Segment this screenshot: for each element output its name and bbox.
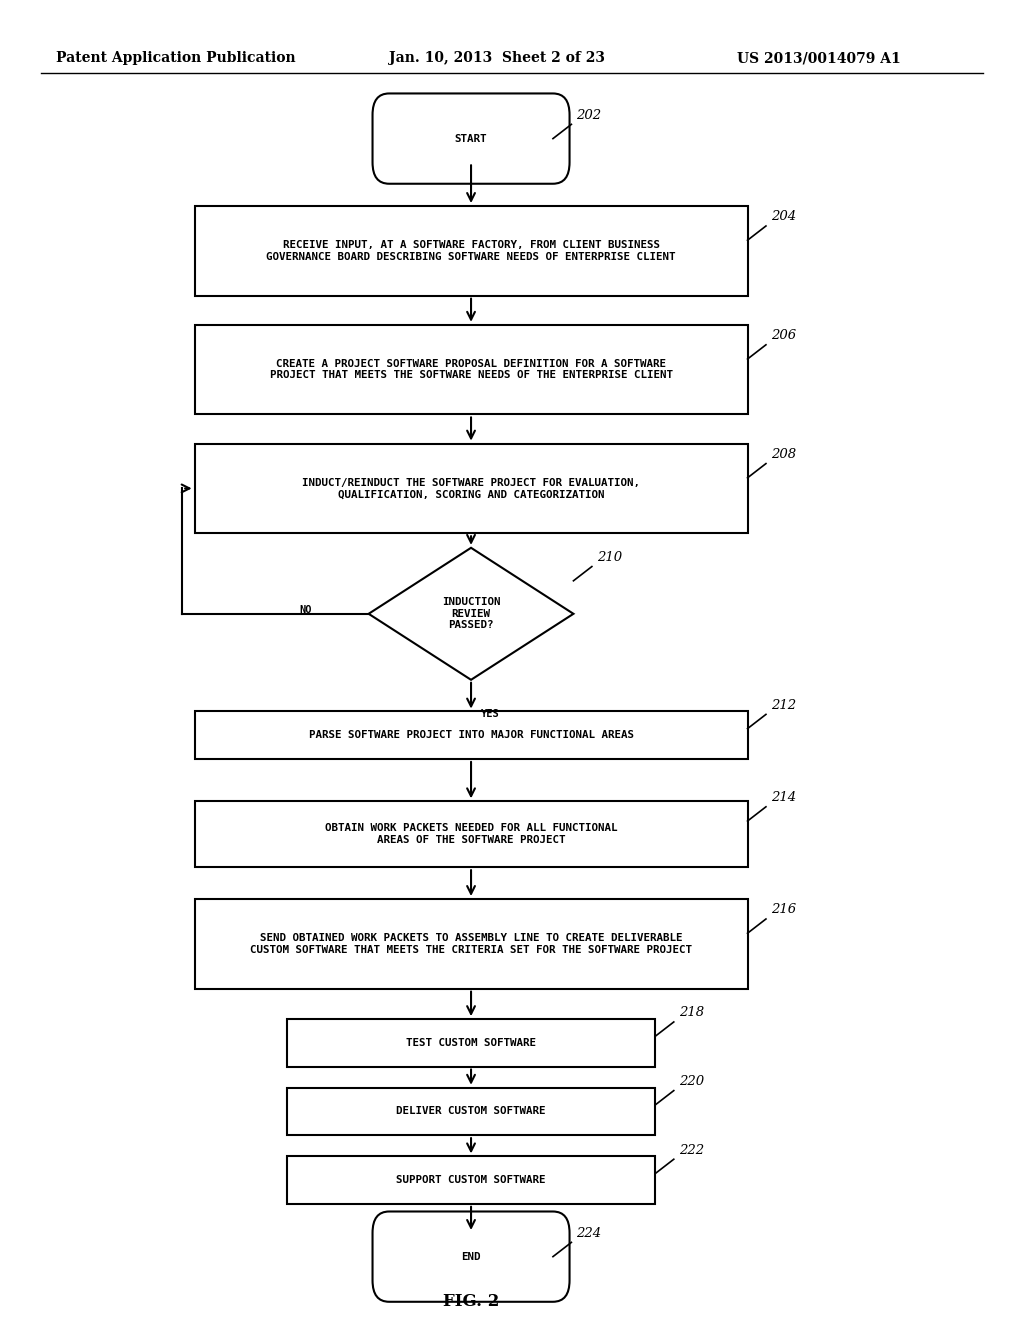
FancyBboxPatch shape [373, 1212, 569, 1302]
Bar [195, 801, 748, 867]
Text: SEND OBTAINED WORK PACKETS TO ASSEMBLY LINE TO CREATE DELIVERABLE
CUSTOM SOFTWAR: SEND OBTAINED WORK PACKETS TO ASSEMBLY L… [250, 933, 692, 954]
Text: 208: 208 [771, 447, 797, 461]
Bar [287, 1156, 655, 1204]
Text: FIG. 2: FIG. 2 [442, 1294, 500, 1309]
Text: 210: 210 [597, 550, 623, 564]
FancyBboxPatch shape [373, 94, 569, 183]
Text: 204: 204 [771, 210, 797, 223]
Bar [195, 444, 748, 533]
Text: Patent Application Publication: Patent Application Publication [56, 51, 296, 65]
Bar [195, 206, 748, 296]
Text: START: START [455, 133, 487, 144]
Text: OBTAIN WORK PACKETS NEEDED FOR ALL FUNCTIONAL
AREAS OF THE SOFTWARE PROJECT: OBTAIN WORK PACKETS NEEDED FOR ALL FUNCT… [325, 824, 617, 845]
Text: 222: 222 [679, 1143, 705, 1156]
Text: PARSE SOFTWARE PROJECT INTO MAJOR FUNCTIONAL AREAS: PARSE SOFTWARE PROJECT INTO MAJOR FUNCTI… [308, 730, 634, 741]
Text: CREATE A PROJECT SOFTWARE PROPOSAL DEFINITION FOR A SOFTWARE
PROJECT THAT MEETS : CREATE A PROJECT SOFTWARE PROPOSAL DEFIN… [269, 359, 673, 380]
Text: INDUCT/REINDUCT THE SOFTWARE PROJECT FOR EVALUATION,
QUALIFICATION, SCORING AND : INDUCT/REINDUCT THE SOFTWARE PROJECT FOR… [302, 478, 640, 499]
Text: YES: YES [481, 709, 500, 719]
Text: TEST CUSTOM SOFTWARE: TEST CUSTOM SOFTWARE [407, 1038, 536, 1048]
Text: 218: 218 [679, 1006, 705, 1019]
Text: 220: 220 [679, 1074, 705, 1088]
Text: 224: 224 [577, 1226, 602, 1239]
Bar [287, 1088, 655, 1135]
Text: 202: 202 [577, 108, 602, 121]
Polygon shape [369, 548, 573, 680]
Text: END: END [461, 1251, 481, 1262]
Text: 206: 206 [771, 329, 797, 342]
Text: RECEIVE INPUT, AT A SOFTWARE FACTORY, FROM CLIENT BUSINESS
GOVERNANCE BOARD DESC: RECEIVE INPUT, AT A SOFTWARE FACTORY, FR… [266, 240, 676, 261]
Text: Jan. 10, 2013  Sheet 2 of 23: Jan. 10, 2013 Sheet 2 of 23 [389, 51, 605, 65]
Bar [287, 1019, 655, 1067]
Text: SUPPORT CUSTOM SOFTWARE: SUPPORT CUSTOM SOFTWARE [396, 1175, 546, 1185]
Bar [195, 899, 748, 989]
Text: US 2013/0014079 A1: US 2013/0014079 A1 [737, 51, 901, 65]
Text: 212: 212 [771, 698, 797, 711]
Text: NO: NO [300, 605, 312, 615]
Bar [195, 325, 748, 414]
Bar [195, 711, 748, 759]
Text: 216: 216 [771, 903, 797, 916]
Text: INDUCTION
REVIEW
PASSED?: INDUCTION REVIEW PASSED? [441, 597, 501, 631]
Text: DELIVER CUSTOM SOFTWARE: DELIVER CUSTOM SOFTWARE [396, 1106, 546, 1117]
Text: 214: 214 [771, 791, 797, 804]
